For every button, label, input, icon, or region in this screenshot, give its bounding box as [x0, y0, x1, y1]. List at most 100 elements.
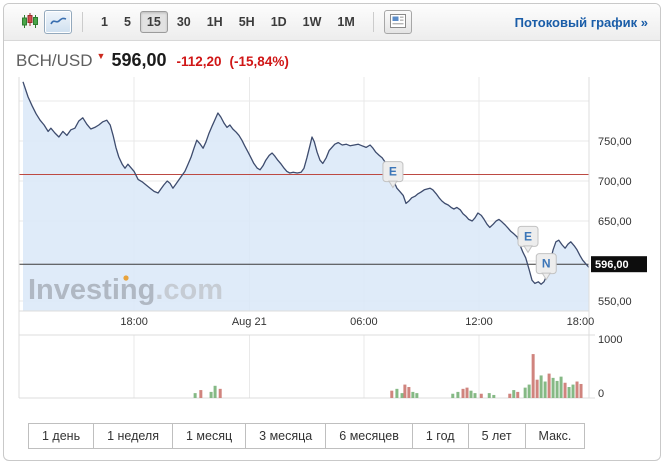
range-button-2[interactable]: 1 месяц: [173, 423, 247, 449]
timeframe-1w[interactable]: 1W: [296, 11, 329, 33]
timeframe-5[interactable]: 5: [117, 11, 138, 33]
instrument-header: BCH/USD ▼ 596,00 -112,20 (-15,84%): [4, 41, 660, 71]
news-panel-icon: [389, 13, 406, 31]
watermark-orange-dot: [123, 275, 129, 281]
volume-bar: [508, 393, 512, 398]
volume-bar: [465, 387, 469, 398]
svg-text:N: N: [542, 257, 551, 271]
range-button-3[interactable]: 3 месяца: [246, 423, 327, 449]
volume-bar: [415, 393, 419, 398]
volume-bar: [551, 377, 555, 398]
y-axis-label: 750,00: [598, 136, 632, 148]
range-selector: 1 день 1 неделя 1 месяц 3 месяца 6 месяцев 1 …: [4, 407, 660, 449]
investing-watermark: Investing.com: [28, 274, 223, 306]
x-axis-label: 06:00: [350, 316, 378, 328]
volume-bar: [512, 390, 516, 398]
volume-bar: [479, 393, 483, 398]
candlestick-icon: [21, 12, 39, 33]
x-axis-label: Aug 21: [232, 316, 267, 328]
range-button-4[interactable]: 6 месяцев: [326, 423, 413, 449]
volume-bar: [213, 385, 217, 398]
range-button-7[interactable]: Макс.: [525, 423, 586, 449]
volume-axis-min: 0: [598, 388, 604, 400]
volume-bar: [575, 381, 579, 398]
volume-bar: [543, 381, 547, 398]
volume-bar: [451, 393, 455, 398]
volume-bar: [407, 387, 411, 398]
volume-bar: [487, 393, 491, 398]
price-change-percent: (-15,84%): [229, 54, 289, 69]
streaming-chart-link[interactable]: Потоковый график »: [514, 14, 648, 30]
timeframe-1h[interactable]: 1H: [200, 11, 230, 33]
price-down-arrow-icon: ▼: [96, 51, 106, 61]
price-line: [22, 81, 590, 285]
volume-bar: [535, 379, 539, 398]
volume-bar: [390, 390, 394, 398]
volume-bar: [539, 375, 543, 398]
volume-bar: [461, 388, 465, 398]
line-chart-icon: [49, 14, 67, 30]
volume-bar: [403, 384, 407, 398]
event-marker-e[interactable]: E: [382, 161, 404, 189]
candlestick-chart-button[interactable]: [16, 10, 44, 34]
x-axis-label: 18:00: [567, 316, 595, 328]
volume-bar: [527, 384, 531, 398]
range-button-group: 1 день 1 неделя 1 месяц 3 месяца 6 месяцев 1 …: [28, 423, 586, 449]
volume-bar: [555, 380, 559, 398]
volume-axis-max: 1000: [598, 334, 622, 346]
volume-bar: [193, 393, 197, 398]
chart-toolbar: 1 5 15 30 1H 5H 1D 1W 1M Потоковый график »: [4, 4, 660, 41]
volume-bar: [209, 391, 213, 398]
volume-bar: [559, 376, 563, 398]
volume-bar: [579, 383, 583, 398]
event-marker-n[interactable]: N: [535, 253, 557, 281]
symbol-label: BCH/USD: [16, 51, 93, 70]
event-marker-e[interactable]: E: [517, 225, 539, 254]
timeframe-1[interactable]: 1: [94, 11, 115, 33]
volume-bar: [411, 391, 415, 398]
chart-widget: 1 5 15 30 1H 5H 1D 1W 1M Потоковый график » BCH/…: [3, 3, 661, 461]
price-chart[interactable]: Investing.com750,00700,00650,00550,0018:…: [4, 73, 660, 407]
news-panel-button[interactable]: [383, 10, 412, 34]
volume-bar: [469, 390, 473, 398]
timeframe-group: 1 5 15 30 1H 5H 1D 1W 1M: [93, 11, 363, 33]
timeframe-1d[interactable]: 1D: [264, 11, 294, 33]
chart-region: Investing.com 750,00 700,00 650,00 550,00 18:…: [4, 73, 660, 407]
volume-bar: [400, 393, 404, 398]
timeframe-30[interactable]: 30: [170, 11, 198, 33]
y-axis-label: 700,00: [598, 176, 632, 188]
volume-bar: [516, 391, 520, 398]
last-price: 596,00: [111, 50, 167, 70]
price-change: -112,20: [176, 54, 222, 69]
volume-bar: [492, 394, 496, 398]
volume-bar: [456, 391, 460, 398]
y-axis-label: 550,00: [598, 296, 632, 308]
volume-bar: [563, 382, 567, 398]
range-button-6[interactable]: 5 лет: [468, 423, 526, 449]
timeframe-15[interactable]: 15: [139, 11, 168, 33]
last-price-badge: [591, 256, 647, 273]
toolbar-divider: [82, 12, 83, 32]
svg-text:E: E: [389, 165, 397, 179]
volume-bar: [218, 388, 222, 398]
volume-bar: [523, 387, 527, 398]
volume-bar: [473, 393, 477, 398]
x-axis-label: 12:00: [465, 316, 493, 328]
volume-bar: [531, 354, 535, 398]
range-button-0[interactable]: 1 день: [28, 423, 95, 449]
last-price-badge-label: 596,00: [595, 259, 629, 271]
y-axis-label: 650,00: [598, 216, 632, 228]
range-button-5[interactable]: 1 год: [412, 423, 469, 449]
x-axis-label: 18:00: [120, 316, 148, 328]
line-chart-button[interactable]: [44, 10, 72, 34]
volume-bar: [567, 387, 571, 398]
toolbar-divider: [372, 12, 374, 32]
area-fill: [23, 81, 589, 311]
volume-bar: [395, 388, 399, 398]
svg-text:E: E: [524, 229, 532, 243]
range-button-1[interactable]: 1 неделя: [94, 423, 173, 449]
volume-bar: [547, 373, 551, 398]
timeframe-1m[interactable]: 1M: [330, 11, 361, 33]
volume-bar: [571, 384, 575, 398]
timeframe-5h[interactable]: 5H: [232, 11, 262, 33]
